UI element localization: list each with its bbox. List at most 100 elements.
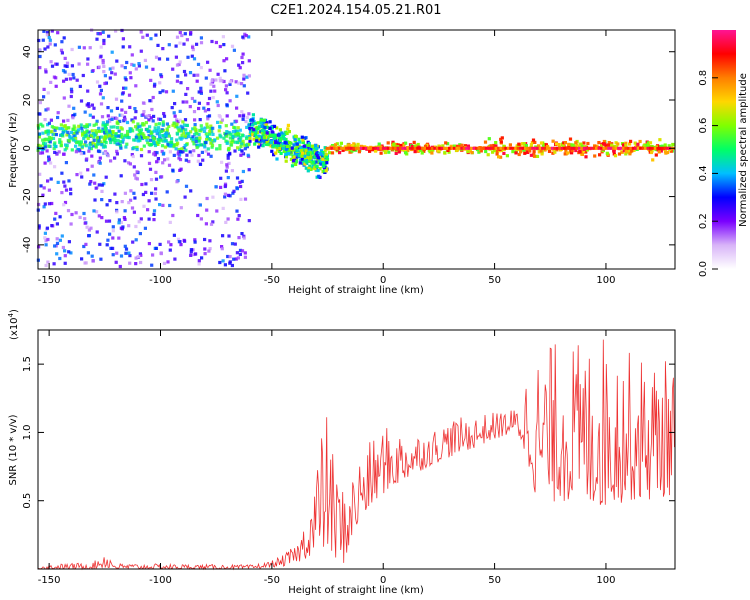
heatmap-cell	[289, 157, 293, 161]
heatmap-cell	[43, 138, 47, 142]
heatmap-cell	[70, 130, 74, 134]
heatmap-cell	[105, 151, 109, 156]
heatmap-cell	[164, 131, 168, 135]
heatmap-cell	[72, 124, 76, 128]
heatmap-ridge-cell	[484, 146, 489, 150]
heatmap-cell	[136, 139, 140, 143]
heatmap-cell	[101, 127, 105, 131]
heatmap-cell	[172, 145, 176, 149]
heatmap-ridge-cell	[617, 146, 622, 150]
heatmap-cell	[97, 65, 101, 69]
heatmap-cell	[269, 141, 273, 145]
heatmap-cell	[306, 169, 310, 173]
heatmap-cell	[60, 171, 64, 175]
heatmap-cell	[95, 230, 99, 234]
heatmap-cell	[37, 143, 41, 147]
heatmap-cell	[422, 149, 426, 153]
heatmap-cell	[297, 137, 301, 141]
heatmap-cell	[455, 144, 459, 148]
heatmap-cell	[52, 143, 56, 147]
heatmap-cell	[235, 176, 240, 180]
heatmap-cell	[77, 140, 81, 144]
heatmap-cell	[199, 41, 204, 45]
heatmap-cell	[120, 135, 124, 139]
heatmap-ridge-cell	[428, 146, 433, 150]
heatmap-cell	[95, 37, 99, 41]
heatmap-cell	[147, 130, 151, 134]
snr-x-tick-label: -100	[149, 575, 172, 586]
heatmap-cell	[44, 70, 48, 74]
heatmap-cell	[72, 138, 76, 142]
heatmap-cell	[410, 144, 414, 148]
heatmap-cell	[226, 156, 230, 160]
heatmap-cell	[303, 154, 307, 158]
heatmap-ridge-cell	[367, 146, 372, 150]
heatmap-cell	[166, 260, 170, 264]
heatmap-cell	[638, 139, 642, 144]
heatmap-cell	[106, 114, 110, 118]
heatmap-cell	[297, 144, 301, 148]
heatmap-ridge-cell	[335, 146, 340, 150]
heatmap-cell	[189, 250, 193, 254]
heatmap-ridge-cell	[462, 146, 467, 150]
heatmap-cell	[274, 151, 278, 155]
heatmap-cell	[175, 118, 179, 122]
heatmap-cell	[78, 215, 82, 219]
heatmap-cell	[74, 144, 78, 148]
heatmap-cell	[75, 173, 79, 177]
heatmap-cell	[92, 209, 96, 213]
heatmap-cell	[606, 143, 610, 147]
heatmap-cell	[193, 123, 197, 127]
heatmap-cell	[157, 131, 162, 136]
heatmap-cell	[256, 121, 260, 125]
heatmap-cell	[225, 165, 229, 169]
heatmap-cell	[194, 139, 198, 143]
heatmap-cell	[77, 62, 81, 66]
heatmap-cell	[275, 157, 279, 161]
heatmap-ridge-cell	[465, 146, 470, 150]
heatmap-cell	[243, 251, 247, 255]
heatmap-cell	[161, 120, 165, 124]
heatmap-cell	[147, 217, 151, 221]
heatmap-cell	[173, 102, 177, 106]
heatmap-cell	[156, 128, 160, 132]
heatmap-cell	[257, 142, 262, 146]
heatmap-ridge-cell	[345, 146, 350, 150]
heatmap-cell	[104, 141, 108, 145]
heatmap-cell	[144, 190, 148, 194]
heatmap-cell	[387, 150, 391, 154]
heatmap-cell	[281, 144, 285, 148]
heatmap-cell	[243, 255, 247, 259]
heatmap-cell	[60, 234, 64, 238]
heatmap-cell	[150, 263, 154, 267]
heatmap-cell	[574, 148, 578, 153]
heatmap-cell	[628, 142, 632, 146]
heatmap-cell	[213, 89, 217, 93]
heatmap-cell	[117, 129, 121, 133]
heatmap-cell	[63, 261, 67, 265]
heatmap-ridge-cell	[546, 146, 550, 150]
heatmap-ridge-cell	[538, 146, 543, 150]
heatmap-cell	[58, 256, 62, 261]
heatmap-cell	[222, 136, 226, 140]
heatmap-cell	[109, 246, 113, 250]
heatmap-cell	[614, 141, 618, 145]
heatmap-cell	[249, 127, 253, 131]
heatmap-cell	[563, 152, 567, 156]
heatmap-cell	[108, 119, 112, 123]
heatmap-cell	[53, 165, 57, 169]
heatmap-cell	[174, 147, 178, 151]
heatmap-cell	[149, 37, 153, 41]
heatmap-ridge-cell	[604, 146, 609, 150]
heatmap-cell	[132, 138, 136, 142]
heatmap-cell	[222, 79, 226, 84]
heatmap-cell	[42, 87, 46, 91]
heatmap-cell	[231, 191, 235, 195]
heatmap-cell	[103, 150, 108, 154]
heatmap-cell	[120, 200, 124, 204]
heatmap-cell	[284, 137, 288, 142]
heatmap-cell	[175, 132, 180, 136]
heatmap-cell	[58, 238, 62, 242]
heatmap-cell	[561, 144, 565, 149]
heatmap-cell	[62, 79, 66, 83]
